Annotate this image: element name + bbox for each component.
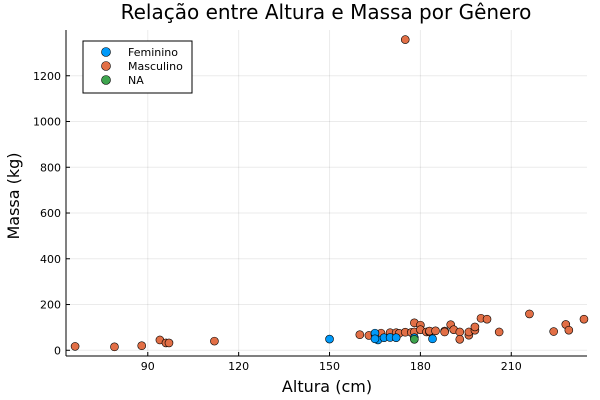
data-point-masculino	[525, 309, 534, 319]
x-tick-label: 90	[141, 360, 155, 373]
legend-label: NA	[128, 74, 144, 87]
axes	[65, 30, 587, 357]
data-point-feminino	[391, 333, 401, 342]
data-point-na	[410, 334, 419, 344]
y-tick-label: 200	[40, 299, 61, 312]
legend-label: Masculino	[128, 60, 183, 73]
y-axis-label: Massa (kg)	[4, 152, 23, 239]
data-point-masculino	[564, 325, 574, 335]
y-tick-label: 600	[40, 207, 61, 220]
y-tick-label: 800	[40, 161, 61, 174]
data-point-masculino	[70, 342, 80, 351]
data-point-masculino	[494, 327, 504, 337]
data-point-masculino	[549, 327, 558, 336]
y-tick-label: 0	[54, 344, 61, 357]
data-point-feminino	[370, 334, 380, 344]
y-tick-label: 400	[40, 253, 61, 266]
legend-box	[82, 40, 193, 94]
data-point-masculino	[470, 322, 480, 332]
y-tick-label: 1200	[33, 70, 61, 83]
data-point-masculino	[355, 330, 365, 340]
data-point-masculino	[455, 327, 465, 337]
data-point-masculino	[440, 327, 449, 337]
x-axis-label: Altura (cm)	[282, 377, 372, 396]
y-tick-label: 1000	[33, 116, 61, 129]
data-point-masculino	[164, 338, 174, 348]
x-tick-label: 150	[319, 360, 340, 373]
chart-title: Relação entre Altura e Massa por Gênero	[121, 0, 532, 24]
data-point-masculino	[455, 334, 465, 344]
data-point-masculino	[400, 35, 410, 44]
x-tick-label: 210	[501, 360, 522, 373]
data-point-masculino	[210, 336, 219, 346]
data-points	[70, 35, 589, 352]
data-point-masculino	[431, 326, 440, 336]
x-ticks: 90 120 150 180 210	[141, 352, 522, 373]
legend-marker	[101, 75, 111, 85]
y-ticks: 0 200 400 600 800 1000 1200	[33, 70, 70, 357]
data-point-feminino	[428, 334, 437, 344]
x-tick-label: 180	[410, 360, 431, 373]
data-point-masculino	[110, 342, 119, 352]
legend-marker	[101, 47, 111, 57]
data-point-masculino	[137, 341, 147, 351]
legend-marker	[101, 61, 111, 71]
x-tick-label: 120	[228, 360, 249, 373]
data-point-masculino	[579, 314, 589, 324]
data-point-feminino	[325, 334, 334, 344]
data-point-masculino	[482, 314, 492, 324]
legend-label: Feminino	[128, 46, 178, 59]
